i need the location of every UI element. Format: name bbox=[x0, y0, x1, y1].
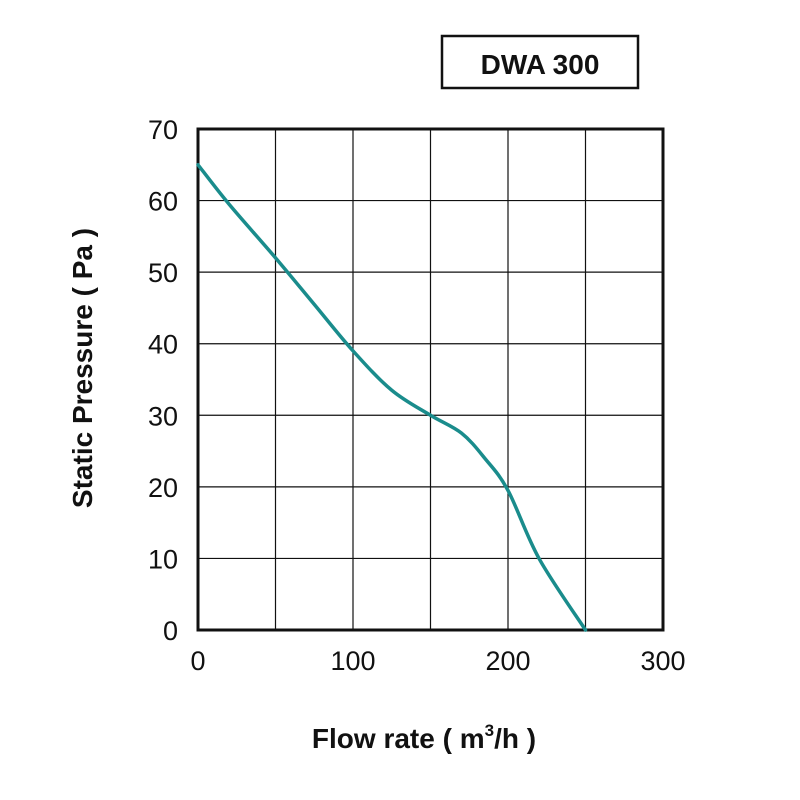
x-tick-label: 100 bbox=[330, 646, 375, 676]
series-line bbox=[196, 163, 588, 632]
title-box bbox=[440, 34, 640, 90]
x-tick-label: 0 bbox=[190, 646, 205, 676]
x-tick-labels: 0 100 200 300 bbox=[190, 646, 685, 676]
x-tick-label: 300 bbox=[640, 646, 685, 676]
x-axis-title: Flow rate ( m3/h ) bbox=[312, 721, 536, 754]
y-tick-labels: 0 10 20 30 40 50 60 70 bbox=[148, 115, 178, 646]
y-axis-title: Static Pressure ( Pa ) bbox=[67, 228, 98, 508]
y-tick-label: 0 bbox=[163, 616, 178, 646]
x-tick-label: 200 bbox=[485, 646, 530, 676]
y-tick-label: 40 bbox=[148, 330, 178, 360]
y-tick-label: 20 bbox=[148, 473, 178, 503]
x-axis-title-superscript: 3 bbox=[485, 721, 494, 740]
y-tick-label: 10 bbox=[148, 544, 178, 574]
chart-title: DWA 300 bbox=[481, 49, 600, 80]
y-tick-label: 60 bbox=[148, 187, 178, 217]
x-axis-title-main: Flow rate ( m bbox=[312, 723, 485, 754]
y-tick-label: 50 bbox=[148, 258, 178, 288]
grid-lines bbox=[198, 129, 663, 630]
y-tick-label: 70 bbox=[148, 115, 178, 145]
x-axis-title-unit: /h ) bbox=[494, 723, 536, 754]
plot-frame bbox=[196, 127, 665, 632]
y-tick-label: 30 bbox=[148, 401, 178, 431]
